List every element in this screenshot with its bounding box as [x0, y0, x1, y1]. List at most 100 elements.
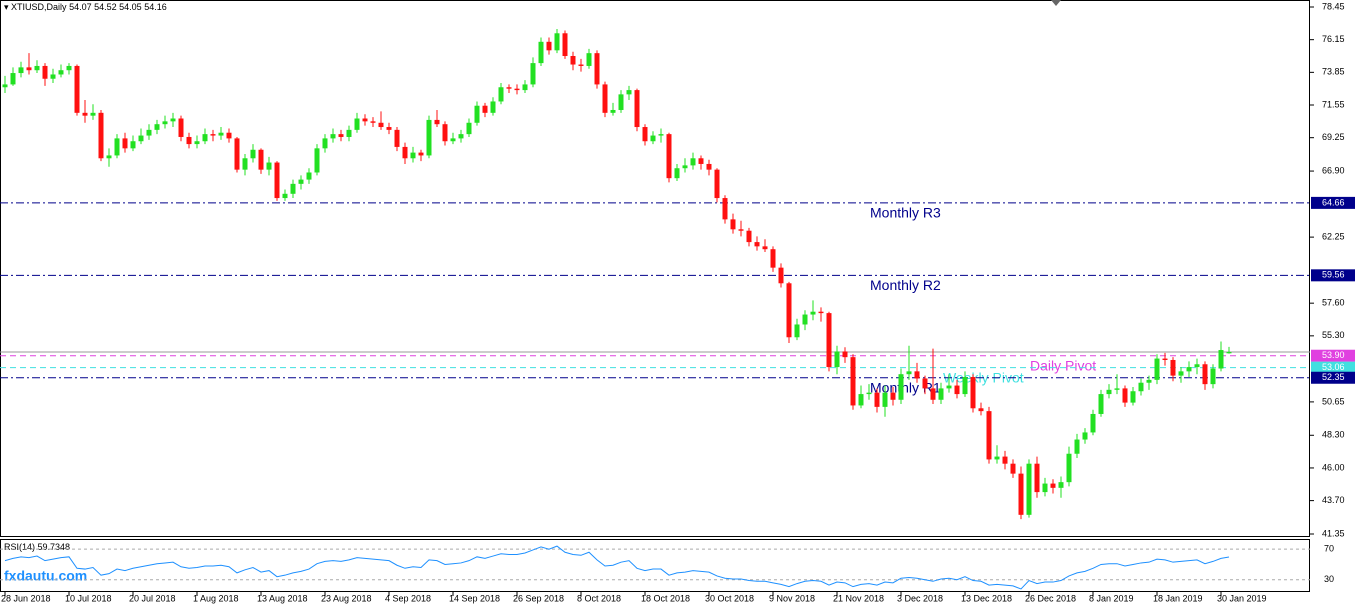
candle-body — [90, 112, 96, 116]
candle-body — [554, 33, 560, 51]
candle-body — [10, 73, 16, 85]
candle-body — [738, 229, 744, 231]
y-tick-label: 50.65 — [1322, 396, 1345, 406]
candle-body — [138, 135, 144, 142]
candle-body — [1090, 413, 1096, 433]
x-tick-label: 18 Oct 2018 — [641, 593, 690, 603]
candle-body — [1226, 352, 1232, 354]
x-tick-label: 4 Sep 2018 — [385, 593, 431, 603]
candle-body — [994, 456, 1000, 460]
y-tick-label: 55.30 — [1322, 330, 1345, 340]
candle-body — [1106, 389, 1112, 395]
candle-body — [1026, 463, 1032, 515]
level-price: 53.06 — [1322, 362, 1345, 372]
high-value: 54.52 — [94, 2, 117, 12]
x-tick-label: 13 Dec 2018 — [961, 593, 1012, 603]
x-tick-label: 9 Nov 2018 — [769, 593, 815, 603]
candle-body — [218, 132, 224, 136]
rsi-tick-label: 70 — [1324, 544, 1334, 554]
candle-body — [938, 388, 944, 400]
candle-body — [490, 101, 496, 113]
candle-body — [210, 134, 216, 136]
candle-body — [130, 141, 136, 149]
candle-body — [258, 149, 264, 170]
shift-marker — [1051, 0, 1061, 6]
candle-body — [618, 94, 624, 110]
x-tick-label: 30 Jan 2019 — [1217, 593, 1267, 603]
candle-body — [978, 408, 984, 412]
candle-body — [282, 193, 288, 199]
rsi-value: 59.7348 — [38, 542, 71, 552]
candle-body — [234, 138, 240, 170]
candle-body — [802, 314, 808, 325]
candle-body — [970, 377, 976, 409]
candle-body — [1178, 371, 1184, 376]
x-tick-label: 26 Sep 2018 — [513, 593, 564, 603]
candle-body — [178, 118, 184, 137]
candle-body — [730, 219, 736, 230]
candle-body — [2, 84, 8, 88]
rsi-header: RSI(14) 59.7348 — [4, 542, 70, 552]
level-price-box — [1311, 371, 1355, 384]
rsi-tick-label: 30 — [1324, 574, 1334, 584]
candle-body — [842, 351, 848, 358]
candle-body — [250, 149, 256, 159]
rsi-title: RSI(14) — [4, 542, 35, 552]
candle-body — [698, 158, 704, 164]
y-tick-label: 46.00 — [1322, 462, 1345, 472]
candle-body — [1058, 482, 1064, 488]
candle-body — [898, 374, 904, 400]
candle-body — [850, 357, 856, 406]
candle-body — [50, 74, 56, 79]
candle-body — [402, 146, 408, 159]
candle-body — [482, 105, 488, 113]
candle-body — [890, 392, 896, 400]
candle-body — [1154, 358, 1160, 380]
level-price-box — [1311, 361, 1355, 374]
level-name: Monthly R2 — [870, 277, 941, 293]
candle-body — [682, 165, 688, 169]
y-tick-label: 73.85 — [1322, 67, 1345, 77]
candle-body — [1050, 483, 1056, 488]
candle-body — [818, 311, 824, 314]
candle-body — [394, 129, 400, 147]
x-tick-label: 13 Aug 2018 — [257, 593, 308, 603]
candle-body — [874, 392, 880, 407]
x-tick-label: 21 Nov 2018 — [833, 593, 884, 603]
candle-body — [946, 385, 952, 389]
candle-body — [82, 112, 88, 116]
candle-body — [1138, 382, 1144, 392]
candle-body — [322, 138, 328, 149]
candle-body — [458, 134, 464, 139]
candle-body — [298, 179, 304, 184]
candle-body — [1170, 359, 1176, 376]
rsi-line — [4, 545, 1230, 590]
y-tick-label: 57.60 — [1322, 298, 1345, 308]
x-tick-label: 1 Aug 2018 — [193, 593, 239, 603]
candle-body — [1122, 388, 1128, 403]
level-price: 59.56 — [1322, 270, 1345, 280]
x-tick-label: 8 Oct 2018 — [577, 593, 621, 603]
candle-body — [674, 168, 680, 179]
candle-body — [1002, 456, 1008, 464]
chart-header: ▾ XTIUSD,Daily 54.07 54.52 54.05 54.16 — [4, 2, 167, 12]
candle-body — [578, 64, 584, 66]
candle-body — [74, 65, 80, 113]
y-tick-label: 66.90 — [1322, 165, 1345, 175]
candle-body — [530, 63, 536, 85]
candle-body — [562, 33, 568, 57]
candle-body — [786, 283, 792, 338]
candle-body — [1202, 364, 1208, 385]
level-name: Monthly R3 — [870, 205, 941, 221]
candle-body — [162, 121, 168, 125]
y-tick-label: 78.45 — [1322, 1, 1345, 11]
level-name: Monthly R1 — [870, 379, 941, 395]
candle-body — [826, 313, 832, 368]
candle-body — [642, 127, 648, 142]
y-tick-label: 69.25 — [1322, 132, 1345, 142]
candle-body — [522, 84, 528, 91]
candle-body — [1042, 483, 1048, 493]
y-tick-label: 43.70 — [1322, 495, 1345, 505]
candle-body — [866, 392, 872, 395]
candle-body — [330, 134, 336, 139]
